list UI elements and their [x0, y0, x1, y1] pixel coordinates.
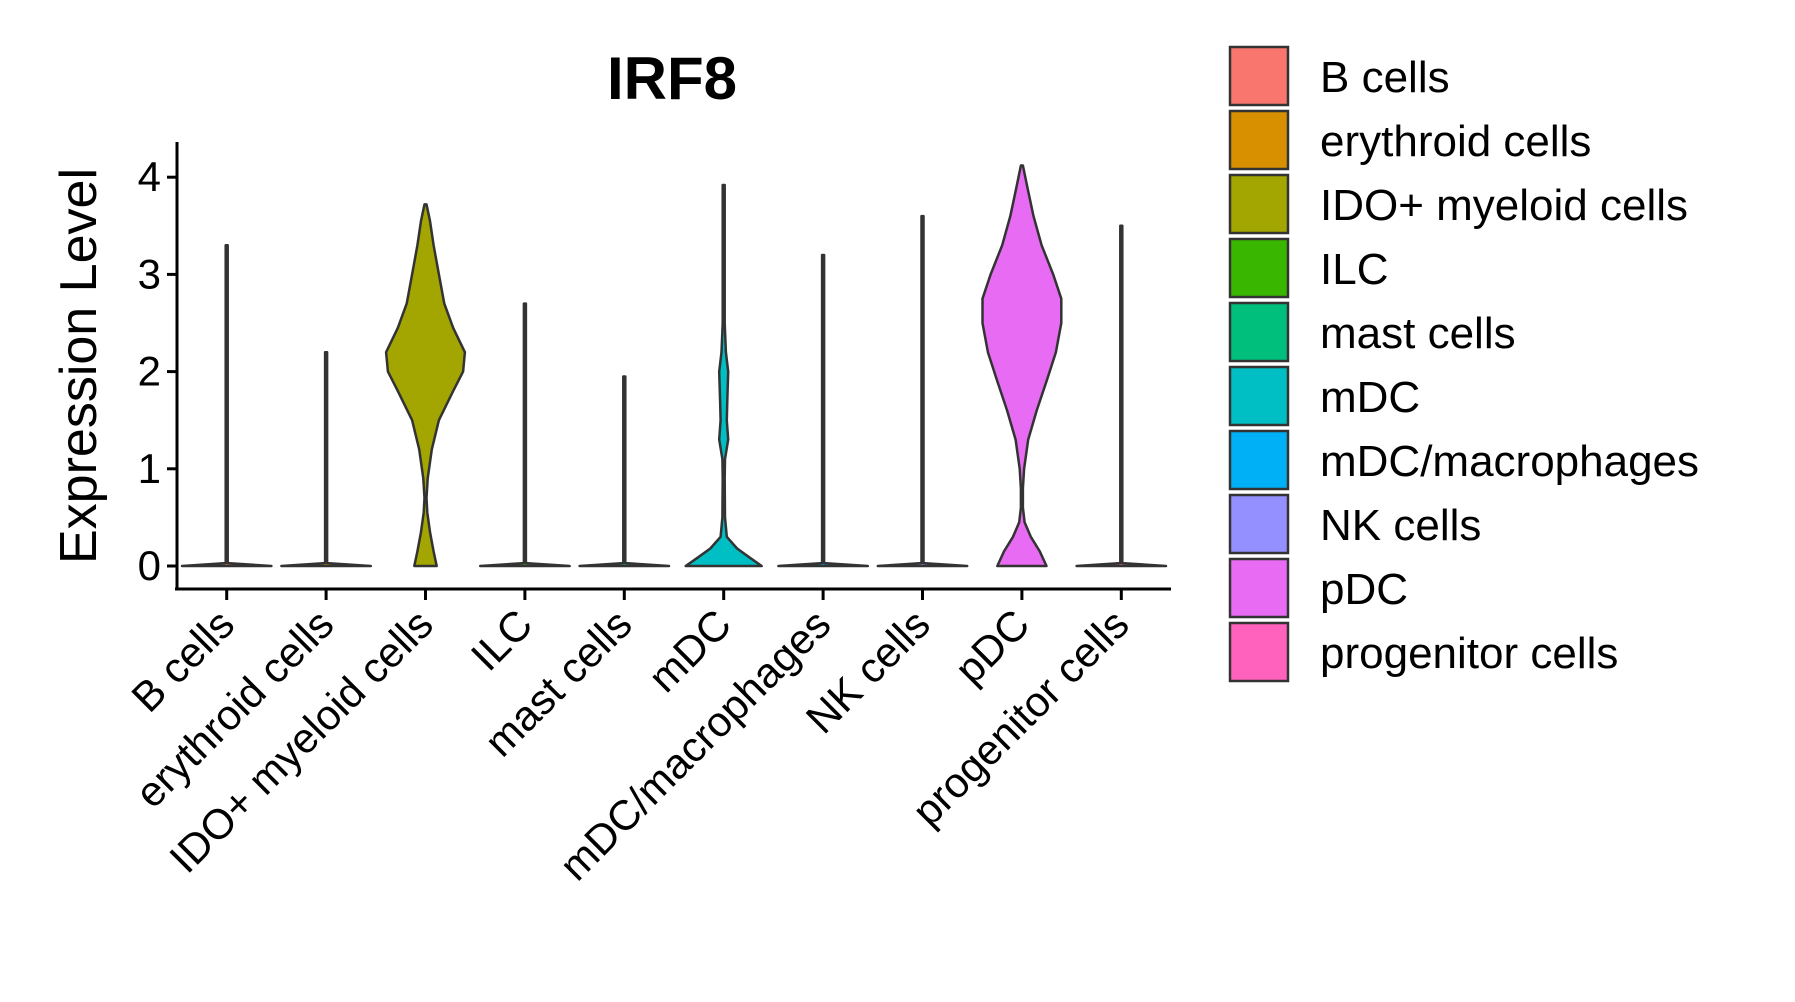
legend-label: pDC [1320, 565, 1408, 614]
x-tick-label: ILC [462, 600, 541, 679]
violin-mast-cells [578, 375, 671, 568]
y-tick-label: 4 [138, 153, 161, 200]
y-tick-label: 1 [138, 445, 161, 492]
legend-label: progenitor cells [1320, 629, 1618, 678]
y-axis-label: Expression Level [50, 168, 108, 564]
violin-ido-myeloid-cells [384, 203, 467, 568]
legend-key-ilc [1228, 237, 1290, 299]
legend: B cells erythroid cells IDO+ myeloid cells… [1228, 45, 1699, 683]
chart-title: IRF8 [607, 45, 737, 112]
legend-key-nk-cells [1228, 493, 1290, 555]
legend-key-progenitor-cells [1228, 621, 1290, 683]
violin-ilc [478, 302, 571, 568]
violin-b-cells [180, 243, 273, 568]
legend-key-mast-cells [1228, 301, 1290, 363]
y-tick-label: 2 [138, 348, 161, 395]
legend-label: erythroid cells [1320, 117, 1591, 166]
legend-label: mast cells [1320, 309, 1516, 358]
legend-label: mDC/macrophages [1320, 437, 1699, 486]
legend-label: ILC [1320, 245, 1388, 294]
legend-key-ido-myeloid-cells [1228, 173, 1290, 235]
legend-key-b-cells [1228, 45, 1290, 107]
violin-pdc [981, 164, 1063, 568]
y-tick-label: 3 [138, 250, 161, 297]
legend-key-erythroid-cells [1228, 109, 1290, 171]
violin-mdc [684, 183, 763, 568]
legend-label: NK cells [1320, 501, 1481, 550]
violin-mdc-macrophages [777, 253, 870, 568]
violin-progenitor-cells [1075, 224, 1168, 568]
y-tick-label: 0 [138, 542, 161, 589]
legend-key-pdc [1228, 557, 1290, 619]
legend-key-mdc-macrophages [1228, 429, 1290, 491]
y-ticks: 0 1 2 3 4 [138, 153, 177, 589]
legend-label: IDO+ myeloid cells [1320, 181, 1688, 230]
violins-group [180, 164, 1168, 568]
legend-label: B cells [1320, 53, 1450, 102]
violin-nk-cells [876, 214, 969, 568]
violin-erythroid-cells [280, 350, 373, 568]
legend-label: mDC [1320, 373, 1420, 422]
legend-key-mdc [1228, 365, 1290, 427]
